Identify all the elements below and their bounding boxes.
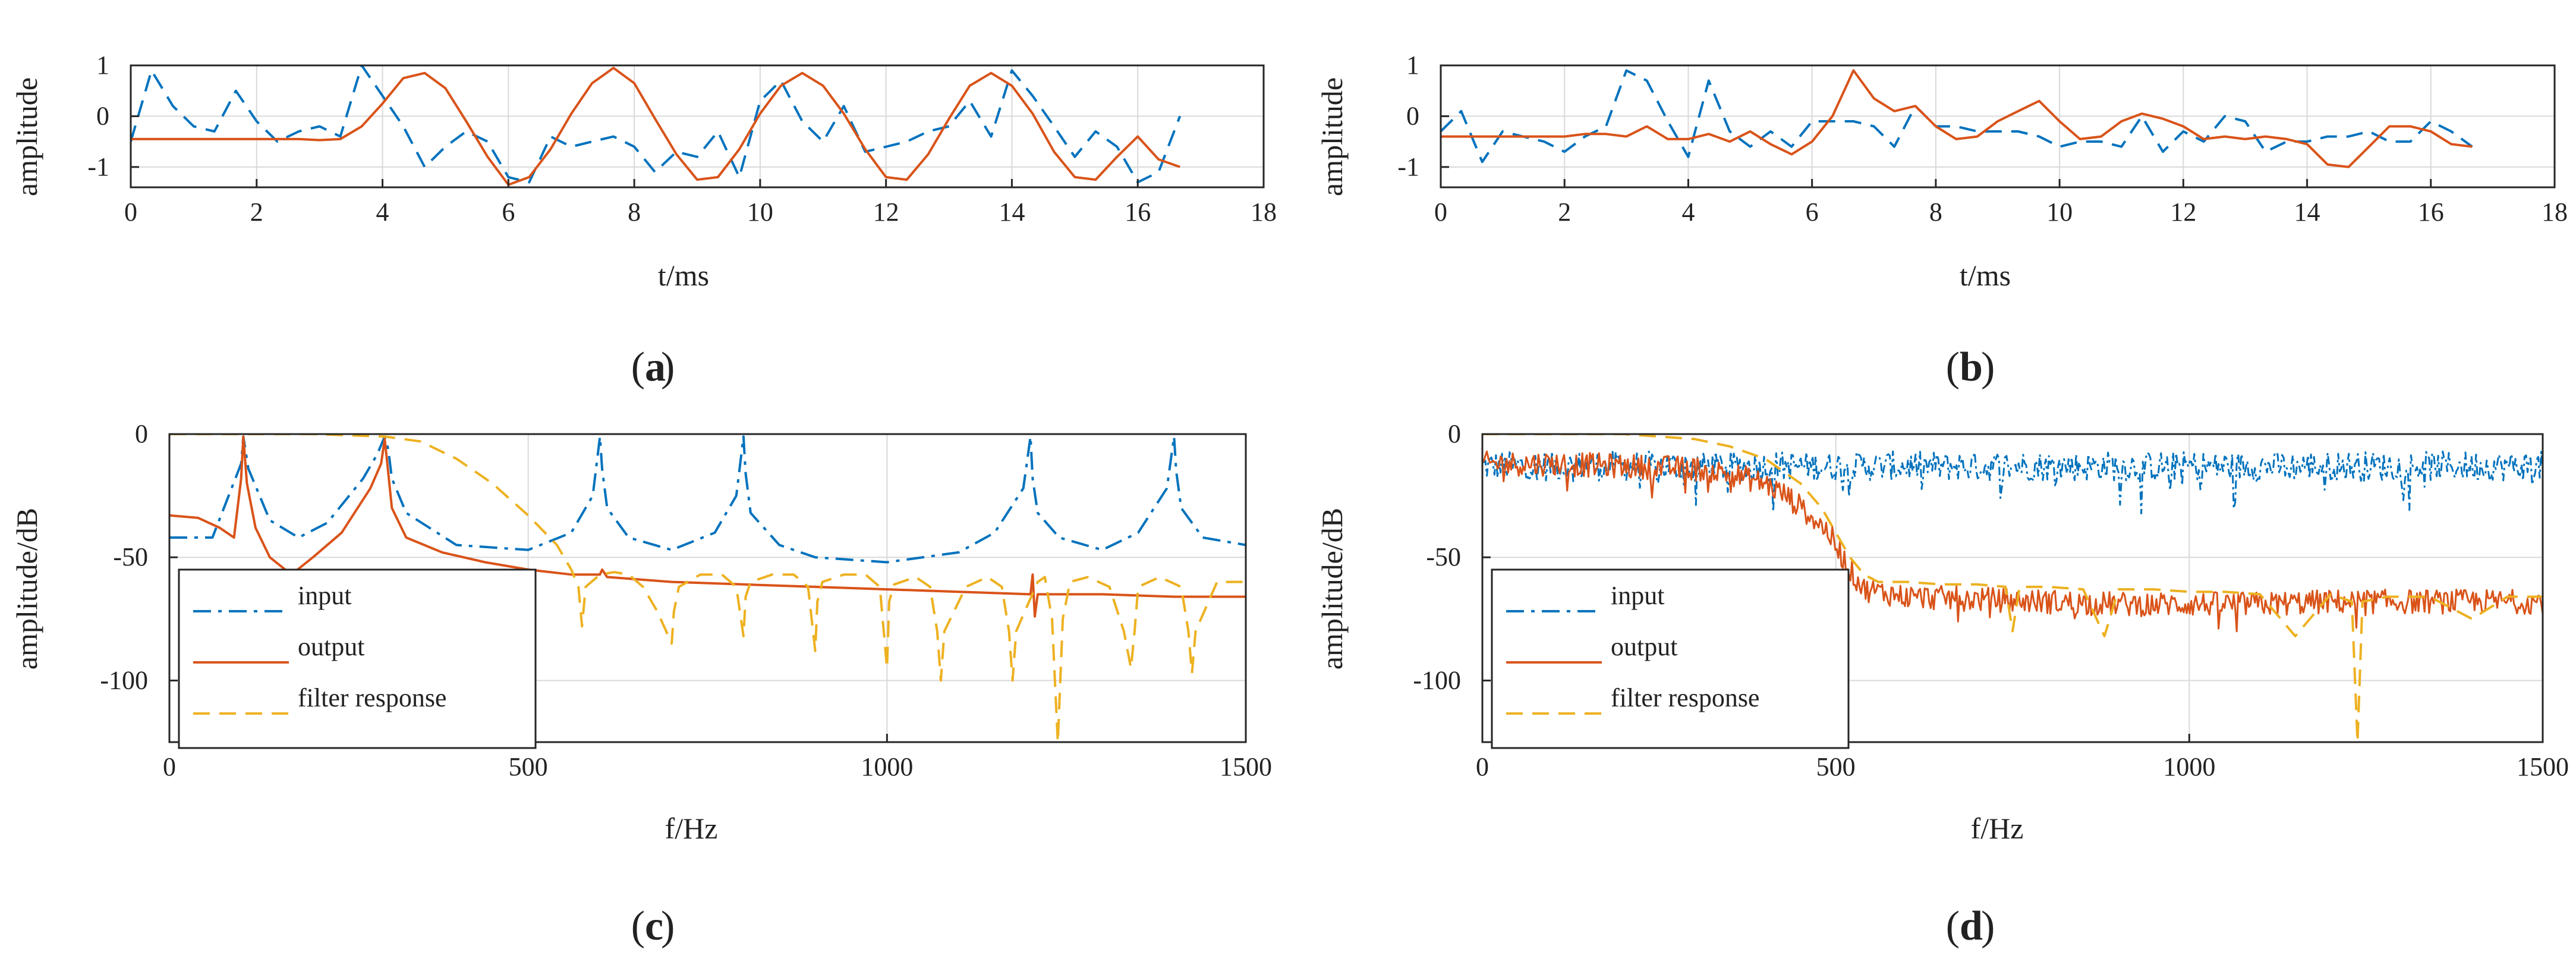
panel-c-axes-frame (168, 433, 1247, 743)
panel-b-xtick-label: 2 (1558, 197, 1571, 227)
panel-a-xtick-label: 18 (1251, 197, 1277, 227)
svg-text:): ) (661, 903, 675, 949)
panel-d-ytick-label: 0 (1448, 419, 1461, 448)
panel-b-xtick-label: 4 (1681, 197, 1695, 227)
panel-c-letter: c (645, 903, 663, 949)
panel-b-xtick-label: 0 (1434, 197, 1447, 227)
panel-b-axes-frame (1440, 64, 2556, 189)
panel-a-xtick-label: 4 (376, 197, 389, 227)
panel-a-series-input (131, 65, 1182, 184)
svg-text:(: ( (631, 903, 645, 949)
panel-b-xtick-label: 18 (2542, 197, 2568, 227)
panel-d-label: ( d ) (1946, 903, 1995, 949)
panel-d-series-output (1482, 450, 2543, 633)
panel-d-ytick-label: -100 (1413, 665, 1461, 695)
panel-a-xtick-label: 6 (502, 197, 515, 227)
panel-c-xtick-label: 0 (163, 752, 176, 781)
svg-text:): ) (661, 344, 675, 390)
panel-c-legend-label: input (298, 581, 351, 610)
panel-d-xlabel: f/Hz (1971, 812, 2024, 845)
panel-c-ytick-label: 0 (135, 419, 148, 448)
panel-a-chart: 0 2 4 6 8 10 12 14 16 18 -1 0 1 t/ms amplitude ( a ) (10, 51, 1277, 390)
panel-d-legend-box (1491, 568, 1850, 749)
panel-a-xtick-label: 12 (873, 197, 899, 227)
panel-d-axes-frame (1481, 433, 2544, 743)
panel-c-series-filter-response (169, 434, 1246, 742)
panel-a-axes-frame (130, 64, 1265, 189)
panel-d-series-filter-response (1482, 434, 2543, 742)
panel-a-label: ( a ) (631, 344, 675, 390)
panel-c-xtick-label: 500 (509, 752, 548, 781)
panel-c-ytick-label: -100 (100, 665, 148, 695)
svg-text:): ) (1981, 344, 1995, 390)
panel-a-xtick-label: 14 (999, 197, 1025, 227)
svg-text:(: ( (631, 344, 645, 390)
panel-d-legend-label: output (1611, 632, 1677, 661)
panel-b-xtick-label: 8 (1929, 197, 1942, 227)
panel-c-legend-box (178, 568, 537, 749)
panel-b-xtick-label: 10 (2046, 197, 2073, 227)
panel-b-ytick-label: 0 (1406, 101, 1419, 130)
panel-c-xlabel: f/Hz (665, 812, 718, 845)
panel-c-ylabel: amplitude/dB (10, 508, 43, 670)
panel-b-chart: 0 2 4 6 8 10 12 14 16 18 -1 0 1 t/ms amplitude ( b ) (1315, 51, 2568, 390)
panel-a-series-output (131, 67, 1180, 186)
panel-d-legend-label: input (1611, 581, 1664, 610)
panel-b-xtick-label: 6 (1806, 197, 1819, 227)
panel-d-xtick-label: 0 (1476, 752, 1489, 781)
panel-d-ylabel: amplitude/dB (1315, 508, 1349, 670)
panel-a-ytick-label: 1 (96, 51, 109, 80)
panel-d-series-input (1482, 450, 2543, 514)
panel-b-series-output (1441, 69, 2473, 168)
svg-text:): ) (1981, 903, 1995, 949)
panel-b-xtick-label: 12 (2170, 197, 2196, 227)
panel-d-xtick-label: 1000 (2163, 752, 2215, 781)
panel-b-xtick-label: 14 (2294, 197, 2320, 227)
panel-b-xtick-label: 16 (2418, 197, 2444, 227)
panel-a-xlabel: t/ms (658, 259, 709, 292)
panel-b-ytick-label: -1 (1397, 152, 1419, 181)
panel-c-ytick-label: -50 (113, 542, 148, 571)
panel-c-legend-label: output (298, 632, 364, 661)
panel-d-xtick-label: 1500 (2517, 752, 2569, 781)
panel-b-xlabel: t/ms (1960, 259, 2011, 292)
panel-c-chart: 0 500 1000 1500 -100 -50 0 input output filter r… (10, 419, 1272, 949)
panel-a-xtick-label: 10 (747, 197, 773, 227)
svg-text:(: ( (1946, 903, 1960, 949)
panel-c-xtick-label: 1500 (1220, 752, 1272, 781)
panel-b-ytick-label: 1 (1406, 51, 1419, 80)
panel-b-label: ( b ) (1946, 344, 1995, 390)
panel-b-ylabel: amplitude (1315, 77, 1349, 196)
panel-a-ytick-label: -1 (87, 152, 109, 181)
panel-c-label: ( c ) (631, 903, 675, 949)
panel-a-letter: a (645, 344, 666, 390)
panel-d-chart: 0 500 1000 1500 -100 -50 0 input output filter r… (1315, 419, 2569, 949)
panel-a-xtick-label: 0 (124, 197, 137, 227)
panel-a-xtick-label: 2 (250, 197, 263, 227)
panel-a-ytick-label: 0 (96, 101, 109, 130)
panel-c-xtick-label: 1000 (861, 752, 913, 781)
panel-c-series-output (169, 435, 1246, 618)
panel-d-legend: input output filter response (1491, 568, 1850, 749)
panel-c-legend: input output filter response (178, 568, 537, 749)
panel-c-legend-label: filter response (298, 683, 446, 712)
panel-d-ytick-label: -50 (1426, 542, 1461, 571)
panel-d-letter: d (1960, 903, 1983, 949)
panel-a-xtick-label: 16 (1125, 197, 1151, 227)
panel-c-series-input (169, 435, 1246, 564)
panel-d-xtick-label: 500 (1816, 752, 1856, 781)
panel-a-ylabel: amplitude (10, 77, 43, 196)
panel-a-xtick-label: 8 (628, 197, 641, 227)
svg-text:(: ( (1946, 344, 1960, 390)
panel-b-letter: b (1960, 344, 1983, 390)
panel-d-legend-label: filter response (1611, 683, 1759, 712)
